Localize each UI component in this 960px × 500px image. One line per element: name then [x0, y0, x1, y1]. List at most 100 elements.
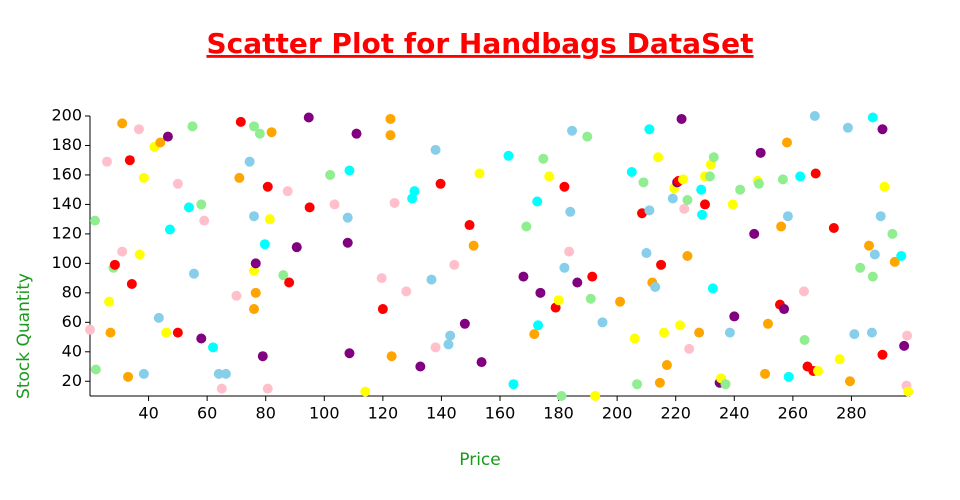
- point: [559, 262, 570, 273]
- x-tick-label: 160: [485, 404, 516, 423]
- point: [377, 304, 388, 315]
- y-tick-label: 60: [62, 312, 82, 331]
- point: [278, 270, 289, 281]
- point: [782, 137, 792, 148]
- point: [700, 199, 710, 210]
- point: [682, 195, 693, 205]
- point: [902, 330, 913, 341]
- x-tick-label: 220: [660, 404, 691, 423]
- point: [755, 147, 766, 158]
- point: [325, 169, 336, 180]
- point: [810, 168, 821, 179]
- point: [360, 386, 371, 397]
- point: [196, 333, 207, 344]
- point: [813, 365, 824, 376]
- point: [105, 327, 116, 338]
- point: [282, 186, 293, 197]
- point: [567, 125, 578, 136]
- point: [659, 327, 669, 338]
- point: [799, 335, 810, 345]
- point: [869, 249, 880, 260]
- x-tick-label: 100: [309, 404, 340, 423]
- point: [304, 202, 315, 213]
- point: [597, 317, 608, 328]
- point: [351, 128, 362, 139]
- point: [585, 293, 596, 304]
- point: [188, 268, 199, 279]
- point: [518, 271, 529, 282]
- point: [532, 196, 543, 207]
- point: [291, 242, 302, 253]
- point: [409, 186, 420, 197]
- point: [85, 324, 95, 335]
- point: [879, 181, 890, 192]
- point: [415, 361, 426, 372]
- point: [727, 199, 738, 210]
- point: [249, 304, 259, 315]
- point: [164, 224, 175, 235]
- point: [676, 113, 687, 124]
- point: [650, 281, 661, 292]
- point: [161, 327, 172, 338]
- point: [430, 342, 441, 353]
- point: [729, 311, 740, 322]
- point: [101, 156, 112, 167]
- point: [533, 320, 544, 331]
- point: [389, 197, 400, 208]
- point: [284, 277, 295, 288]
- point: [445, 330, 456, 341]
- point: [476, 357, 487, 368]
- point: [564, 246, 575, 257]
- point: [208, 342, 218, 353]
- point: [678, 174, 689, 185]
- point: [641, 248, 652, 259]
- point: [753, 178, 764, 189]
- point: [109, 259, 120, 270]
- point: [855, 262, 866, 273]
- point: [262, 181, 273, 192]
- point: [213, 368, 224, 379]
- point: [303, 112, 314, 123]
- point: [749, 228, 760, 239]
- point: [696, 184, 707, 195]
- x-tick-label: 140: [426, 404, 457, 423]
- point: [762, 318, 773, 329]
- point: [724, 327, 735, 338]
- point: [124, 155, 135, 166]
- point: [134, 249, 145, 260]
- point: [344, 165, 355, 176]
- point: [708, 152, 719, 163]
- point: [704, 171, 715, 182]
- point: [875, 211, 886, 222]
- point: [760, 368, 771, 379]
- point: [582, 131, 593, 142]
- point: [844, 376, 855, 387]
- point: [653, 152, 664, 163]
- point: [342, 237, 353, 248]
- point: [153, 312, 164, 323]
- point: [249, 121, 259, 132]
- point: [449, 259, 460, 270]
- point: [644, 124, 655, 135]
- x-tick-label: 180: [543, 404, 574, 423]
- point: [867, 112, 878, 123]
- x-axis-label: Price: [459, 450, 500, 470]
- x-tick-label: 280: [836, 404, 867, 423]
- point: [877, 349, 888, 360]
- chart-title: Scatter Plot for Handbags DataSet: [206, 27, 753, 60]
- point: [629, 333, 640, 344]
- point: [104, 296, 115, 307]
- y-tick-label: 180: [51, 135, 82, 154]
- point: [553, 295, 564, 306]
- point: [707, 283, 718, 294]
- point: [254, 128, 265, 139]
- point: [849, 329, 860, 340]
- point: [329, 199, 340, 210]
- x-tick-label: 240: [719, 404, 750, 423]
- point: [899, 340, 910, 351]
- y-tick-label: 40: [62, 341, 82, 360]
- point: [644, 205, 655, 216]
- point: [777, 174, 788, 185]
- point: [867, 271, 878, 282]
